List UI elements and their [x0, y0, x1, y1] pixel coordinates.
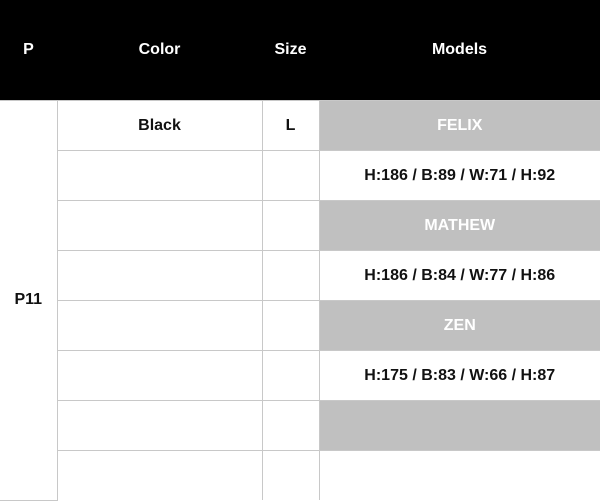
table-row: H:186 / B:84 / W:77 / H:86 [0, 250, 600, 301]
table-row: H:186 / B:89 / W:71 / H:92 [0, 150, 600, 201]
size-cell [261, 400, 320, 451]
model-measurements: H:186 / B:84 / W:77 / H:86 [318, 250, 600, 301]
header-size: Size [262, 0, 319, 101]
table-row: H:175 / B:83 / W:66 / H:87 [0, 350, 600, 401]
color-cell [56, 250, 263, 301]
header-models: Models [319, 0, 600, 101]
color-cell [56, 350, 263, 401]
model-measurements [318, 450, 600, 500]
size-cell [261, 250, 320, 301]
color-cell [56, 300, 263, 351]
size-cell: L [261, 100, 320, 151]
color-cell [56, 400, 263, 451]
product-code: P11 [0, 100, 58, 501]
table-row: ZEN [0, 300, 600, 351]
table-row: MATHEW [0, 200, 600, 251]
size-cell [261, 350, 320, 401]
header-p: P [0, 0, 57, 101]
model-measurements: H:175 / B:83 / W:66 / H:87 [318, 350, 600, 401]
size-cell [261, 300, 320, 351]
model-name: MATHEW [318, 200, 600, 251]
size-cell [261, 450, 320, 500]
table-row [0, 400, 600, 451]
table-row: P11 Black L FELIX [0, 100, 600, 501]
table-row [0, 450, 600, 500]
model-name: ZEN [318, 300, 600, 351]
size-cell [261, 200, 320, 251]
model-measurements: H:186 / B:89 / W:71 / H:92 [318, 150, 600, 201]
color-cell [56, 150, 263, 201]
color-cell: Black [56, 100, 263, 151]
model-name: FELIX [318, 100, 600, 151]
header-row: P Color Size Models [0, 0, 600, 101]
header-color: Color [57, 0, 262, 101]
color-cell [56, 450, 263, 500]
model-name [318, 400, 600, 451]
size-cell [261, 150, 320, 201]
color-cell [56, 200, 263, 251]
